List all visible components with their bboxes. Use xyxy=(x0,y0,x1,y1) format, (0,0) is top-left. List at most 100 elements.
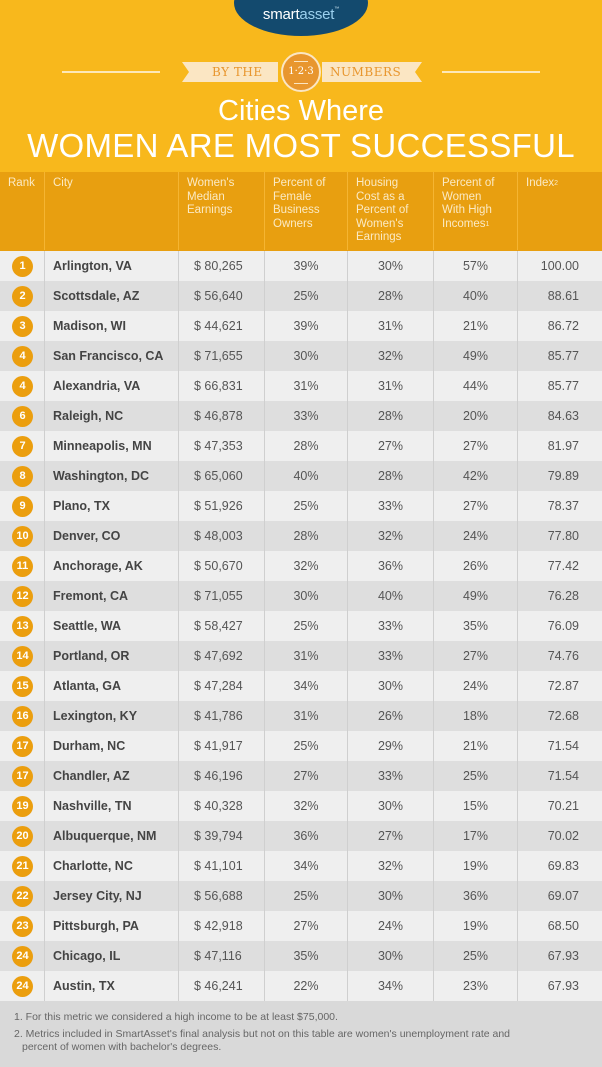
cell-owners: 27% xyxy=(264,911,347,941)
cell-earnings: $ 41,917 xyxy=(178,731,264,761)
cell-housing: 24% xyxy=(347,911,433,941)
cell-housing: 28% xyxy=(347,461,433,491)
cell-owners: 32% xyxy=(264,791,347,821)
cell-rank: 7 xyxy=(0,431,44,461)
cell-housing: 33% xyxy=(347,491,433,521)
footnote-2: 2. Metrics included in SmartAsset's fina… xyxy=(14,1028,602,1054)
cell-high-income: 15% xyxy=(433,791,517,821)
cell-city: San Francisco, CA xyxy=(44,341,178,371)
cell-high-income: 49% xyxy=(433,341,517,371)
cell-housing: 28% xyxy=(347,401,433,431)
cell-rank: 4 xyxy=(0,341,44,371)
cell-index: 85.77 xyxy=(517,341,602,371)
cell-high-income: 27% xyxy=(433,491,517,521)
cell-rank: 24 xyxy=(0,941,44,971)
cell-rank: 16 xyxy=(0,701,44,731)
table-row: 4 San Francisco, CA $ 71,655 30% 32% 49% 85.77 xyxy=(0,341,602,371)
footnote-ref-1: 1 xyxy=(485,220,490,228)
table-header: Rank City Women's Median Earnings Percen… xyxy=(0,172,602,250)
table-row: 9 Plano, TX $ 51,926 25% 33% 27% 78.37 xyxy=(0,491,602,521)
cell-earnings: $ 65,060 xyxy=(178,461,264,491)
cell-city: Atlanta, GA xyxy=(44,671,178,701)
cell-earnings: $ 47,284 xyxy=(178,671,264,701)
cell-earnings: $ 40,328 xyxy=(178,791,264,821)
smartasset-logo: smartasset™ xyxy=(234,0,368,36)
cell-rank: 12 xyxy=(0,581,44,611)
cell-index: 100.00 xyxy=(517,251,602,281)
cell-earnings: $ 47,692 xyxy=(178,641,264,671)
header-owners: Percent of Female Business Owners xyxy=(264,172,347,250)
cell-housing: 33% xyxy=(347,641,433,671)
cell-city: Nashville, TN xyxy=(44,791,178,821)
cell-earnings: $ 39,794 xyxy=(178,821,264,851)
cell-index: 70.21 xyxy=(517,791,602,821)
cell-housing: 36% xyxy=(347,551,433,581)
cell-rank: 10 xyxy=(0,521,44,551)
cell-city: Anchorage, AK xyxy=(44,551,178,581)
cell-owners: 25% xyxy=(264,731,347,761)
cell-owners: 39% xyxy=(264,251,347,281)
rank-badge: 4 xyxy=(12,346,33,367)
cell-owners: 39% xyxy=(264,311,347,341)
cell-rank: 1 xyxy=(0,251,44,281)
rank-badge: 15 xyxy=(12,676,33,697)
cell-high-income: 49% xyxy=(433,581,517,611)
table-row: 21 Charlotte, NC $ 41,101 34% 32% 19% 69.83 xyxy=(0,851,602,881)
cell-index: 69.83 xyxy=(517,851,602,881)
cell-earnings: $ 46,196 xyxy=(178,761,264,791)
page-title-line1: Cities Where xyxy=(218,95,384,127)
cell-city: Chandler, AZ xyxy=(44,761,178,791)
cell-housing: 32% xyxy=(347,851,433,881)
cell-index: 86.72 xyxy=(517,311,602,341)
cell-owners: 31% xyxy=(264,701,347,731)
header-earnings: Women's Median Earnings xyxy=(178,172,264,250)
cell-city: Jersey City, NJ xyxy=(44,881,178,911)
table-row: 6 Raleigh, NC $ 46,878 33% 28% 20% 84.63 xyxy=(0,401,602,431)
cell-city: Chicago, IL xyxy=(44,941,178,971)
logo-smart: smart xyxy=(262,6,300,23)
cell-rank: 3 xyxy=(0,311,44,341)
cell-owners: 28% xyxy=(264,521,347,551)
cell-rank: 20 xyxy=(0,821,44,851)
cell-rank: 22 xyxy=(0,881,44,911)
cell-city: Plano, TX xyxy=(44,491,178,521)
table-body: 1 Arlington, VA $ 80,265 39% 30% 57% 100.00 2 Sc… xyxy=(0,250,602,1001)
table-row: 8 Washington, DC $ 65,060 40% 28% 42% 79.89 xyxy=(0,461,602,491)
rank-badge: 12 xyxy=(12,586,33,607)
table-row: 14 Portland, OR $ 47,692 31% 33% 27% 74.76 xyxy=(0,641,602,671)
cell-owners: 25% xyxy=(264,611,347,641)
cell-high-income: 18% xyxy=(433,701,517,731)
table-row: 4 Alexandria, VA $ 66,831 31% 31% 44% 85.77 xyxy=(0,371,602,401)
page-title-line2: WOMEN ARE MOST SUCCESSFUL xyxy=(27,127,575,164)
cell-high-income: 26% xyxy=(433,551,517,581)
cell-housing: 30% xyxy=(347,881,433,911)
cell-earnings: $ 71,655 xyxy=(178,341,264,371)
cell-city: Pittsburgh, PA xyxy=(44,911,178,941)
table-row: 3 Madison, WI $ 44,621 39% 31% 21% 86.72 xyxy=(0,311,602,341)
cell-index: 77.80 xyxy=(517,521,602,551)
cell-earnings: $ 50,670 xyxy=(178,551,264,581)
rank-badge: 22 xyxy=(12,886,33,907)
cell-housing: 30% xyxy=(347,671,433,701)
cell-rank: 11 xyxy=(0,551,44,581)
rank-badge: 14 xyxy=(12,646,33,667)
table-row: 17 Chandler, AZ $ 46,196 27% 33% 25% 71.54 xyxy=(0,761,602,791)
rank-badge: 13 xyxy=(12,616,33,637)
header-rank: Rank xyxy=(8,177,35,189)
rank-badge: 24 xyxy=(12,946,33,967)
rank-badge: 3 xyxy=(12,316,33,337)
cell-index: 74.76 xyxy=(517,641,602,671)
rank-badge: 1 xyxy=(12,256,33,277)
cell-housing: 30% xyxy=(347,251,433,281)
cell-housing: 32% xyxy=(347,521,433,551)
cell-high-income: 19% xyxy=(433,911,517,941)
cell-rank: 24 xyxy=(0,971,44,1001)
badge-line xyxy=(294,83,308,84)
cell-city: Durham, NC xyxy=(44,731,178,761)
cell-index: 78.37 xyxy=(517,491,602,521)
header-index: Index2 xyxy=(517,172,602,250)
cell-rank: 2 xyxy=(0,281,44,311)
header-housing: Housing Cost as a Percent of Women's Ear… xyxy=(347,172,433,250)
cell-earnings: $ 56,688 xyxy=(178,881,264,911)
rank-badge: 17 xyxy=(12,736,33,757)
